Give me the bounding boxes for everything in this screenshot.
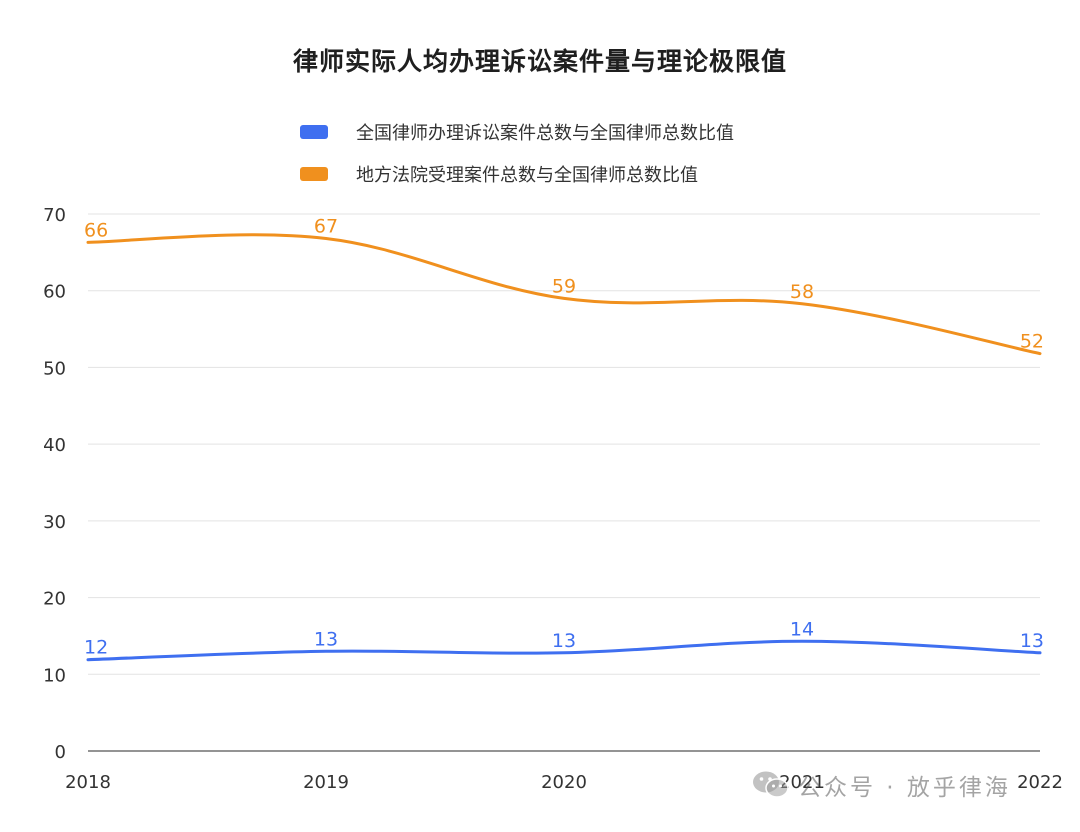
data-label-series-2: 52	[1020, 331, 1044, 353]
data-label-series-1: 12	[84, 637, 108, 659]
series-line-2	[86, 233, 1042, 356]
y-tick-label: 50	[43, 358, 66, 379]
data-label-series-1: 13	[314, 628, 338, 650]
y-tick-label: 30	[43, 512, 66, 533]
y-tick-label: 0	[55, 742, 66, 763]
data-label-series-1: 13	[552, 630, 576, 652]
data-label-series-2: 58	[790, 281, 814, 303]
x-tick-label: 2018	[65, 772, 111, 793]
wechat-icon	[753, 771, 789, 798]
y-tick-label: 20	[43, 589, 66, 610]
y-tick-label: 10	[43, 665, 66, 686]
y-tick-label: 40	[43, 435, 66, 456]
legend-swatch-series-1	[300, 125, 328, 139]
series-line-1	[86, 639, 1042, 662]
legend-item-series-1[interactable]: 全国律师办理诉讼案件总数与全国律师总数比值	[300, 120, 734, 144]
legend-label-series-1: 全国律师办理诉讼案件总数与全国律师总数比值	[356, 123, 734, 144]
x-tick-label: 2020	[541, 772, 587, 793]
legend-item-series-2[interactable]: 地方法院受理案件总数与全国律师总数比值	[300, 162, 734, 186]
data-label-series-1: 14	[790, 618, 814, 640]
data-label-series-2: 59	[552, 275, 576, 297]
watermark-text: 公众号 · 放乎律海	[798, 775, 1011, 801]
chart-legend: 全国律师办理诉讼案件总数与全国律师总数比值 地方法院受理案件总数与全国律师总数比…	[300, 120, 734, 204]
x-tick-label: 2022	[1017, 772, 1063, 793]
y-tick-label: 60	[43, 282, 66, 303]
x-tick-label: 2021	[779, 772, 825, 793]
data-label-series-1: 13	[1020, 630, 1044, 652]
chart-title: 律师实际人均办理诉讼案件量与理论极限值	[292, 47, 787, 76]
data-label-series-2: 66	[84, 219, 108, 241]
legend-swatch-series-2	[300, 167, 328, 181]
data-label-series-2: 67	[314, 216, 338, 238]
legend-label-series-2: 地方法院受理案件总数与全国律师总数比值	[356, 165, 698, 186]
watermark: 公众号 · 放乎律海	[752, 768, 1011, 802]
y-tick-label: 70	[43, 205, 66, 226]
x-tick-label: 2019	[303, 772, 349, 793]
